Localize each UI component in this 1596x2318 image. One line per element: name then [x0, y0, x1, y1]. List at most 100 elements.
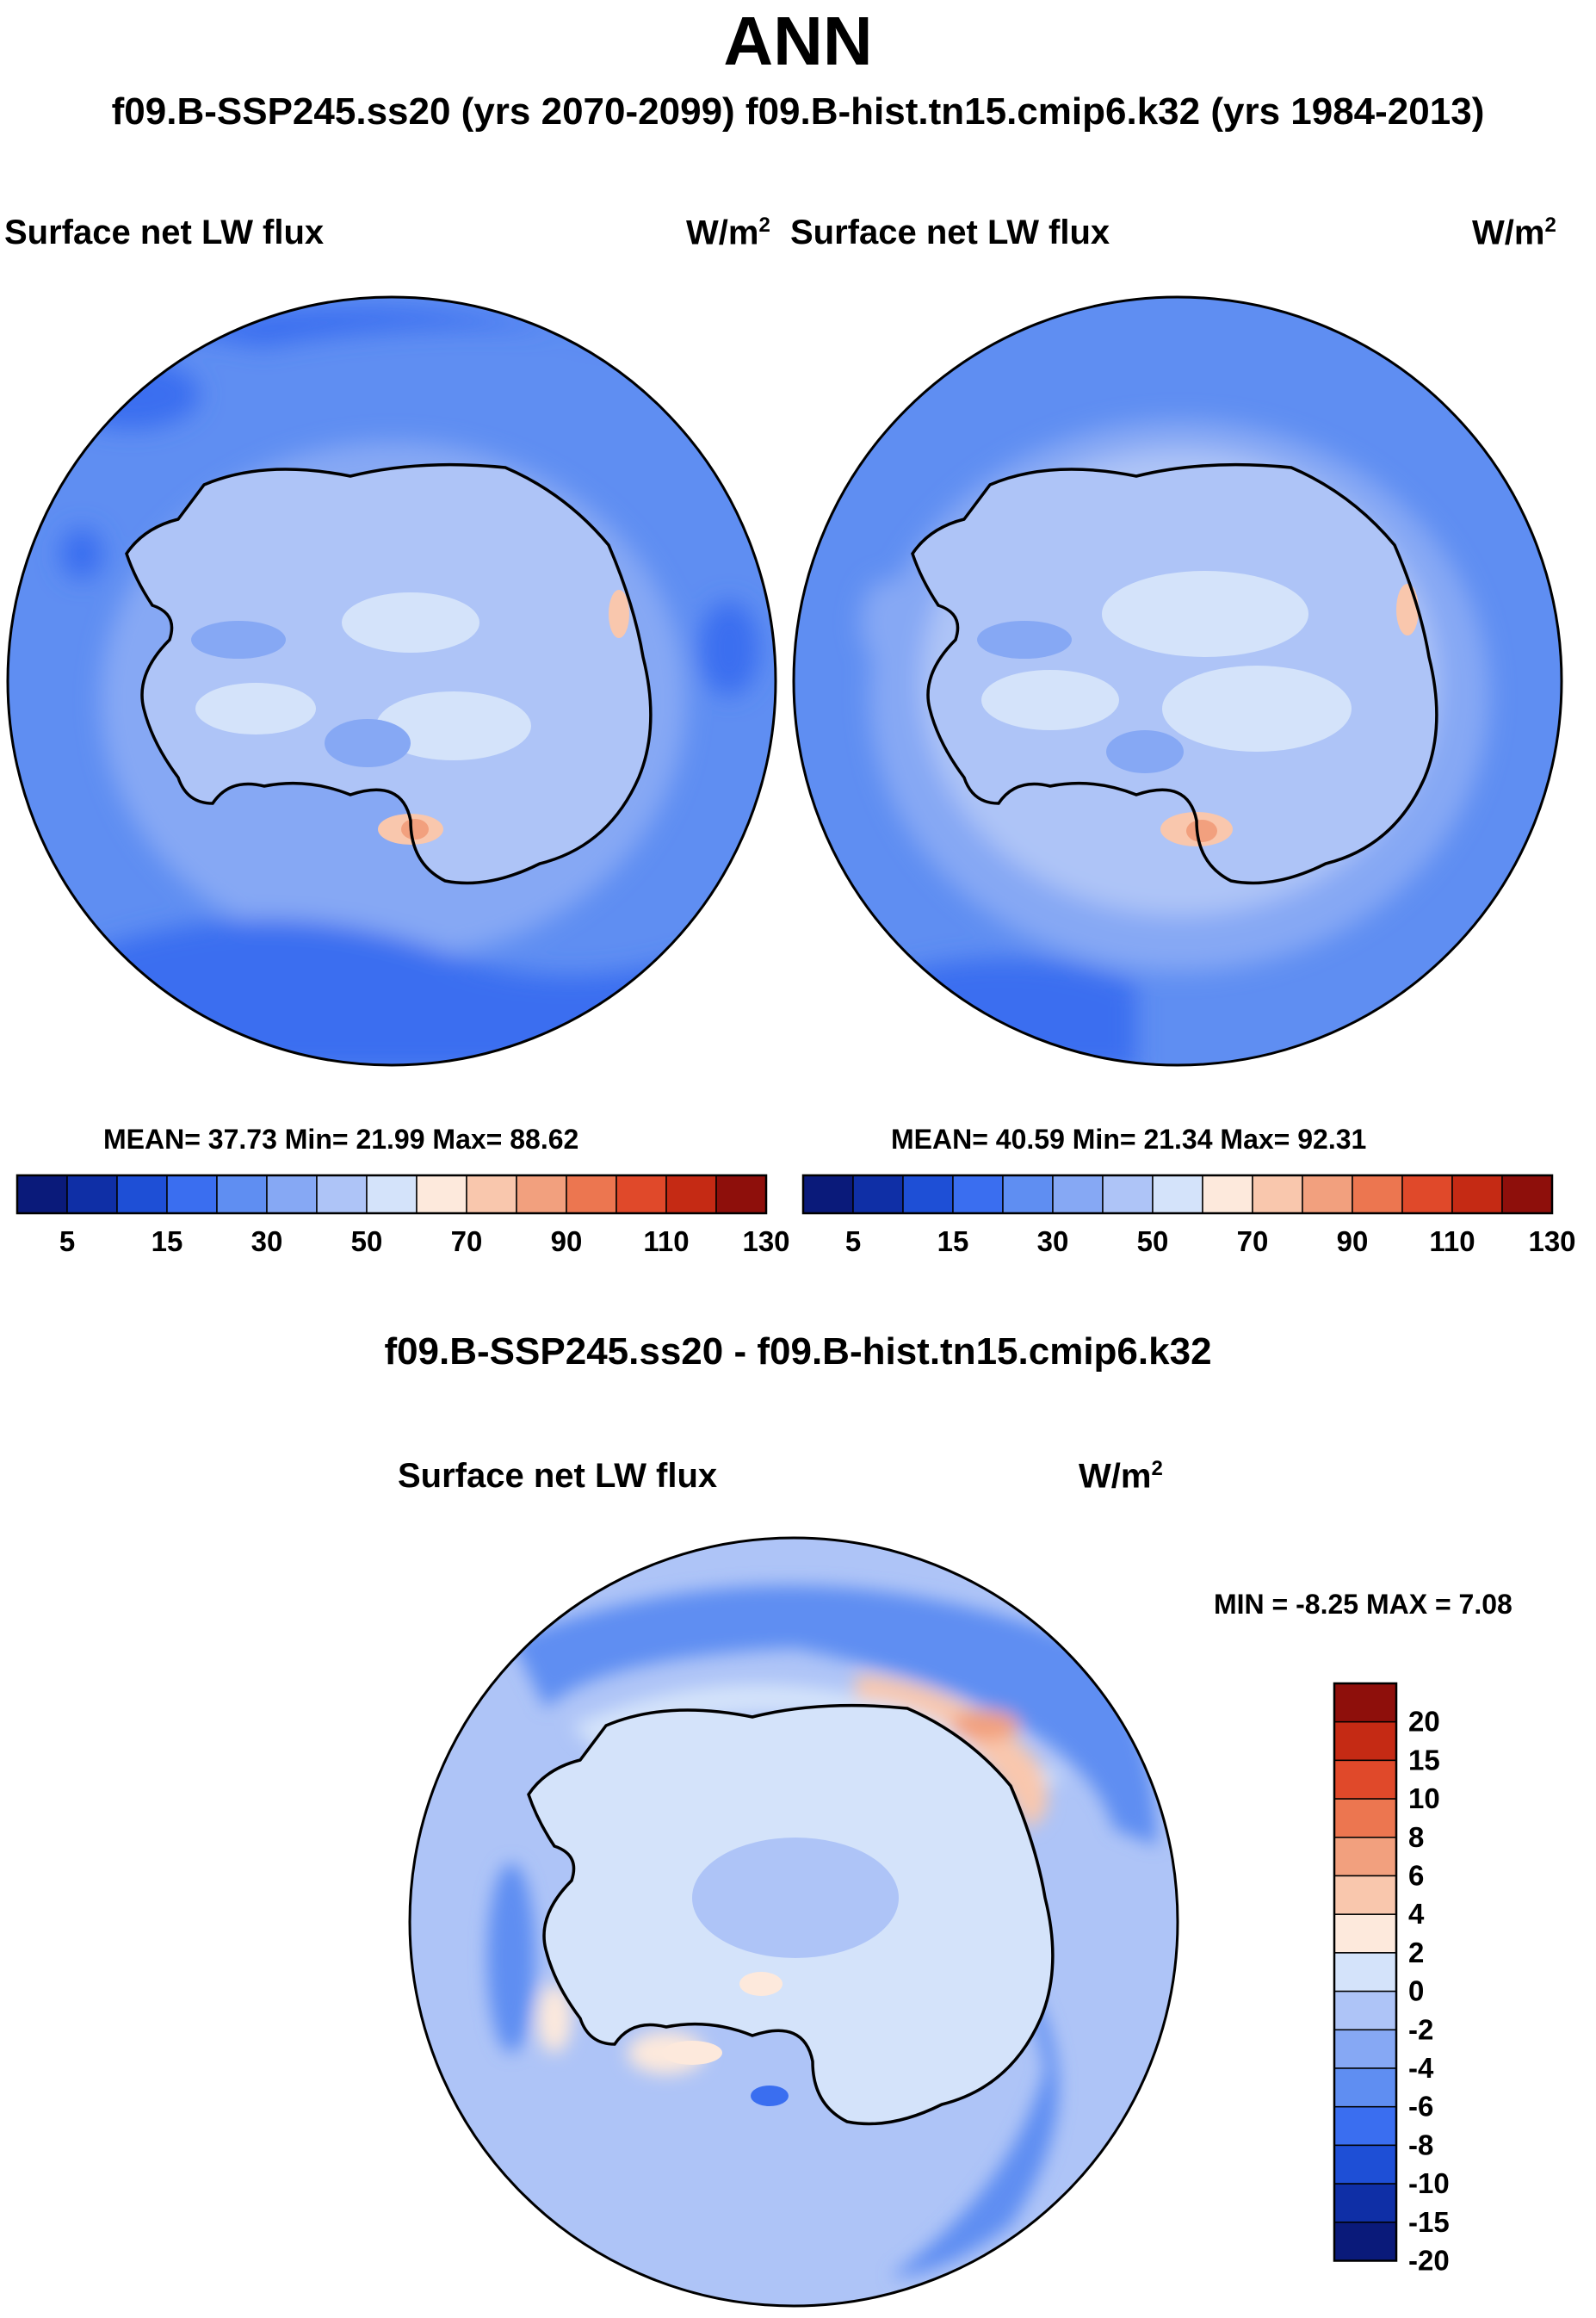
- colorbar-cell: [1333, 1759, 1397, 1800]
- colorbar-cell: [1333, 2144, 1397, 2185]
- map-border: [792, 295, 1563, 1067]
- colorbar-tick-label: -2: [1408, 2013, 1433, 2045]
- plateau-light-2: [376, 691, 531, 760]
- warm-band-core: [950, 1710, 1019, 1741]
- colorbar-cell: [1333, 1837, 1397, 1877]
- colorbar-cell: [1002, 1174, 1054, 1214]
- band-negative-north: [511, 1585, 1157, 1846]
- weddell-blue: [191, 621, 286, 659]
- colorbar-tick-label: 15: [1408, 1744, 1440, 1776]
- colorbar-cell: [1052, 1174, 1104, 1214]
- colorbar-cell: [1401, 1174, 1453, 1214]
- band-lowflux-south: [844, 958, 1136, 1065]
- panel2-stats: MEAN= 40.59 Min= 21.34 Max= 92.31: [891, 1124, 1367, 1155]
- colorbar-cell: [216, 1174, 268, 1214]
- colorbar-cell: [715, 1174, 767, 1214]
- colorbar-cell: [1333, 1798, 1397, 1838]
- colorbar-cell: [852, 1174, 904, 1214]
- colorbar-tick-label: 90: [1337, 1225, 1369, 1257]
- colorbar-cell: [66, 1174, 118, 1214]
- colorbar-cell: [1451, 1174, 1503, 1214]
- plateau-negative: [692, 1838, 899, 1958]
- colorbar-tick-label: 70: [451, 1225, 483, 1257]
- colorbar-cell: [1333, 1683, 1397, 1723]
- antarctica-interior: [127, 464, 651, 883]
- colorbar-tick-label: -6: [1408, 2091, 1433, 2123]
- colorbar-tick-label: 30: [251, 1225, 283, 1257]
- colorbar-tick-label: -10: [1408, 2167, 1450, 2199]
- colorbar-cell: [1333, 2222, 1397, 2262]
- blob-west: [60, 528, 103, 580]
- antarctica-coastline: [527, 1703, 1055, 2126]
- colorbar-tick-label: -8: [1408, 2129, 1433, 2160]
- colorbar-cell: [1333, 1990, 1397, 2031]
- cold-spot: [751, 2086, 789, 2106]
- plateau-light-1: [1102, 571, 1308, 657]
- plateau-light-3: [981, 670, 1119, 730]
- band-lowflux-north: [161, 307, 626, 347]
- colorbar-tick-label: 130: [1528, 1225, 1575, 1257]
- colorbar-frame: [1333, 1682, 1398, 2262]
- colorbar-tick-label: 110: [1429, 1225, 1475, 1257]
- colorbar-cell: [1333, 2105, 1397, 2147]
- panel2-units: W/m2: [1472, 214, 1556, 252]
- map-panel-2: [792, 295, 1563, 1067]
- panel1-stats: MEAN= 37.73 Min= 21.99 Max= 88.62: [103, 1124, 579, 1155]
- map-border: [6, 295, 777, 1067]
- weddell-blue: [977, 621, 1072, 659]
- ross-blue: [325, 719, 411, 767]
- colorbar-cell: [366, 1174, 418, 1214]
- warm-spot-2: [609, 590, 629, 638]
- colorbar-cell: [1333, 2029, 1397, 2069]
- warm-spot-2: [1396, 584, 1419, 635]
- colorbar-tick-label: 30: [1037, 1225, 1069, 1257]
- colorbar-tick-label: 6: [1408, 1860, 1424, 1892]
- colorbar-tick-label: 4: [1408, 1898, 1425, 1930]
- blob-east: [699, 601, 759, 696]
- antarctica-coastline: [125, 462, 653, 885]
- colorbar-tick-label: 10: [1408, 1782, 1440, 1814]
- panel2-variable: Surface net LW flux: [790, 214, 1110, 251]
- colorbar-tick-label: -4: [1408, 2052, 1434, 2084]
- colorbar-tick-label: 2: [1408, 1937, 1424, 1968]
- colorbar-cell: [616, 1174, 667, 1214]
- colorbar-frame: [15, 1174, 768, 1215]
- antarctica-coastline: [911, 462, 1438, 885]
- difference-variable: Surface net LW flux: [398, 1457, 718, 1495]
- colorbar-tick-label: 130: [742, 1225, 789, 1257]
- colorbar-tick-label: -15: [1408, 2206, 1450, 2238]
- colorbar-tick-label: 0: [1408, 1975, 1424, 2007]
- map-panel-1: [6, 295, 777, 1067]
- map-panel-difference: [408, 1536, 1179, 2308]
- case-title: f09.B-SSP245.ss20 (yrs 2070-2099) f09.B-…: [111, 90, 1485, 133]
- colorbar-cell: [466, 1174, 517, 1214]
- colorbar-cell: [166, 1174, 218, 1214]
- panel1-variable: Surface net LW flux: [4, 214, 325, 251]
- colorbar-cell: [1333, 1720, 1397, 1762]
- difference-title: f09.B-SSP245.ss20 - f09.B-hist.tn15.cmip…: [384, 1330, 1212, 1373]
- colorbar-cell: [116, 1174, 168, 1214]
- plateau-light-1: [342, 592, 479, 653]
- blob-northwest: [62, 360, 200, 429]
- colorbar-tick-label: 8: [1408, 1821, 1424, 1853]
- plateau-light-2: [1162, 666, 1352, 752]
- band-negative-west: [487, 1863, 535, 2053]
- colorbar-cell: [1333, 1913, 1397, 1954]
- colorbar-cell: [1302, 1174, 1353, 1214]
- colorbar-cell: [1501, 1174, 1553, 1214]
- colorbar-panel-2: 5 15 30 50 70 90 110 130: [801, 1174, 1576, 1257]
- colorbar-tick-label: 20: [1408, 1706, 1440, 1738]
- colorbar-tick-label: 5: [845, 1225, 861, 1257]
- colorbar-cell: [566, 1174, 617, 1214]
- colorbar-cell: [902, 1174, 954, 1214]
- colorbar-tick-label: 50: [351, 1225, 383, 1257]
- colorbar-cell: [1333, 1875, 1397, 1915]
- antarctica-interior: [912, 464, 1437, 883]
- colorbar-cell: [1152, 1174, 1203, 1214]
- colorbar-tick-label: -20: [1408, 2245, 1450, 2277]
- colorbar-cell: [266, 1174, 318, 1214]
- coastal-warm-2: [739, 1972, 783, 1996]
- colorbar-cell: [1333, 2183, 1397, 2223]
- colorbar-cell: [316, 1174, 368, 1214]
